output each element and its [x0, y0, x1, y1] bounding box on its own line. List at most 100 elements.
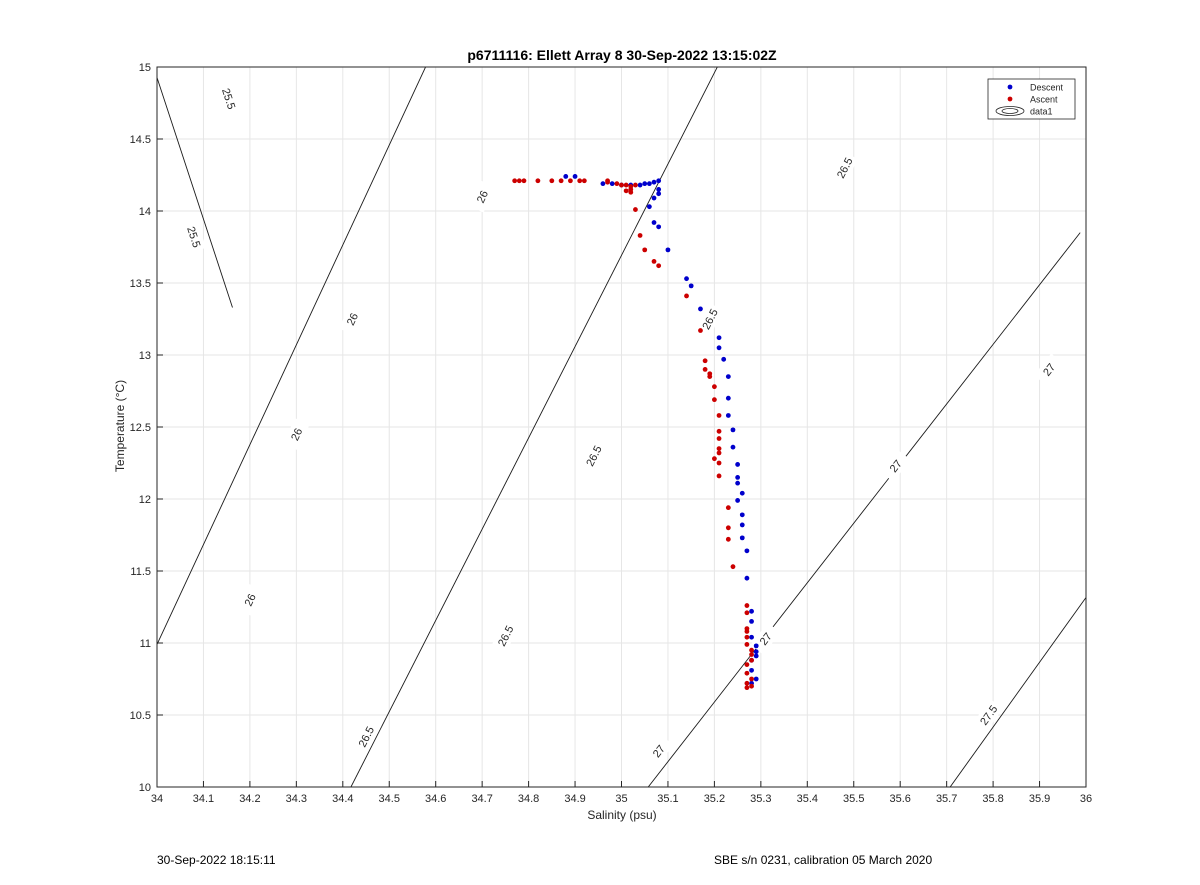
- data-point: [744, 548, 750, 554]
- legend: Descent Ascent data1: [987, 78, 1076, 120]
- x-tick-label: 35.2: [704, 793, 725, 805]
- data-point: [651, 259, 657, 264]
- legend-label: data1: [1030, 107, 1053, 117]
- y-tick-label: 14: [139, 206, 151, 218]
- legend-marker: [1007, 84, 1013, 90]
- legend-label: Ascent: [1030, 95, 1058, 105]
- contour-label-bg: [283, 418, 310, 451]
- contour-label: 26: [289, 427, 305, 443]
- density-contour-line: [647, 232, 1081, 787]
- data-point: [753, 643, 759, 649]
- chart-title: p6711116: Ellett Array 8 30-Sep-2022 13:…: [467, 47, 777, 63]
- data-point: [735, 498, 741, 503]
- data-point: [744, 662, 750, 667]
- x-tick-label: 34.4: [332, 793, 353, 805]
- data-point: [642, 247, 648, 253]
- data-point: [716, 413, 722, 418]
- data-point: [609, 181, 615, 187]
- x-tick-label: 34.6: [425, 793, 446, 805]
- data-point: [623, 188, 629, 194]
- contour-label-bg: [182, 221, 207, 253]
- data-point: [712, 456, 717, 462]
- legend-contour-icon-inner: [1001, 108, 1019, 114]
- data-point: [512, 178, 518, 184]
- data-point: [749, 676, 754, 682]
- data-point: [619, 182, 624, 188]
- data-point: [516, 178, 522, 184]
- data-point: [744, 634, 750, 640]
- data-point: [716, 460, 722, 466]
- data-point: [637, 182, 643, 188]
- data-point: [721, 356, 727, 362]
- data-point: [646, 181, 652, 187]
- data-point: [716, 450, 722, 456]
- x-tick-label: 35.1: [657, 793, 678, 805]
- density-contour-line: [157, 67, 427, 645]
- data-point: [637, 233, 643, 238]
- y-tick-label: 13.5: [130, 278, 151, 290]
- legend-label: Descent: [1030, 83, 1064, 93]
- x-tick-label: 35: [615, 793, 627, 805]
- data-point: [656, 224, 662, 230]
- data-point: [651, 220, 657, 225]
- series-descent: [563, 174, 759, 686]
- y-axis-label: Temperature (°C): [113, 380, 127, 472]
- data-point: [730, 444, 736, 450]
- data-point: [739, 490, 745, 496]
- contour-label-bg: [338, 302, 366, 336]
- data-point: [749, 647, 754, 653]
- y-tick-label: 12.5: [130, 422, 151, 434]
- data-point: [628, 189, 634, 195]
- data-point: [623, 182, 629, 188]
- data-point: [725, 374, 731, 379]
- data-point: [651, 179, 657, 185]
- legend-marker: [1007, 96, 1013, 102]
- contour-label-bg: [580, 439, 608, 472]
- x-tick-label: 34.7: [471, 793, 492, 805]
- data-point: [753, 653, 759, 659]
- contour-label-bg: [217, 82, 241, 115]
- data-point: [716, 436, 722, 441]
- grid-lines: [156, 66, 1087, 788]
- data-point: [702, 358, 708, 364]
- data-point: [744, 670, 750, 676]
- x-axis-label: Salinity (psu): [587, 808, 656, 822]
- data-point: [725, 395, 731, 401]
- data-point: [656, 263, 662, 269]
- data-point: [739, 512, 745, 518]
- density-contour-line: [157, 76, 233, 308]
- contour-label-bg: [643, 735, 674, 767]
- data-point: [730, 564, 736, 570]
- data-point: [646, 204, 652, 210]
- data-points: [512, 174, 759, 691]
- data-point: [698, 328, 703, 333]
- data-point: [716, 446, 722, 451]
- y-tick-label: 10.5: [130, 710, 151, 722]
- data-point: [753, 649, 759, 655]
- y-tick-label: 10: [139, 782, 151, 794]
- axis-ticks: 34 34.1 34.2 34.3 34.4 34.5 34.6 34.7 34.8 34.9 35…: [130, 62, 1093, 805]
- contour-label-bg: [468, 180, 496, 213]
- data-point: [712, 384, 717, 390]
- data-point: [725, 413, 731, 418]
- y-tick-label: 11: [140, 638, 151, 650]
- data-point: [549, 178, 555, 184]
- contour-label-bg: [696, 302, 724, 336]
- contour-label-bg: [1033, 353, 1064, 386]
- contour-label: 27: [1041, 361, 1058, 378]
- density-contours: 25.525.52626262626.526.526.526.526.52727…: [157, 67, 1086, 787]
- contour-label-bg: [973, 698, 1004, 732]
- x-tick-label: 35.9: [1029, 793, 1050, 805]
- data-point: [656, 187, 662, 192]
- data-point: [739, 522, 745, 528]
- data-point: [712, 397, 717, 403]
- data-point: [744, 575, 750, 581]
- footer-calibration: SBE s/n 0231, calibration 05 March 2020: [714, 853, 933, 867]
- data-point: [744, 629, 750, 634]
- x-tick-label: 35.4: [797, 793, 818, 805]
- data-point: [563, 174, 569, 179]
- data-point: [744, 603, 750, 608]
- data-point: [702, 367, 708, 372]
- contour-label: 26: [475, 189, 491, 205]
- data-point: [749, 683, 754, 689]
